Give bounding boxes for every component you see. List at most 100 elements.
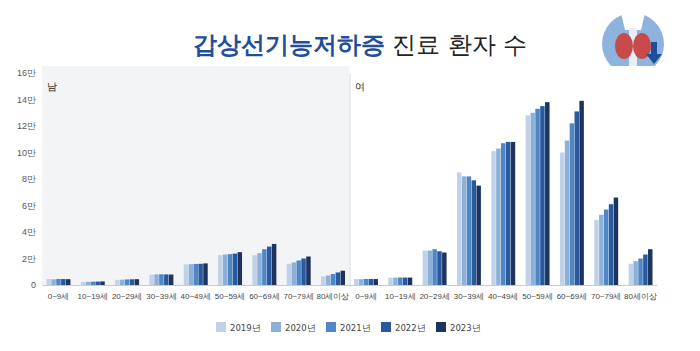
bar [61,279,65,285]
bar-series [369,106,648,285]
bar [369,279,373,285]
legend-label: 2022년 [395,323,426,333]
x-tick-label: 30~39세 [454,292,484,301]
bar [169,275,173,285]
bar [432,249,436,285]
bar [95,282,99,285]
bar [511,142,515,285]
x-tick-label: 10~19세 [385,292,415,301]
legend-swatch [216,322,226,332]
bar [125,279,129,285]
bar [306,257,310,285]
bar-series [364,109,643,285]
bar [570,123,574,285]
icon [602,13,664,75]
x-tick: 50~59세 [215,285,245,301]
y-tick-label: 10만 [17,148,36,158]
legend-label: 2020년 [285,323,316,333]
bar [47,279,51,285]
x-tick-label: 50~59세 [215,292,245,301]
x-tick: 40~49세 [181,285,211,301]
y-tick-label: 8만 [22,174,36,184]
legend-item: 2023년 [436,322,481,333]
bar [638,259,642,286]
bar [604,209,608,285]
x-tick: 10~19세 [78,285,108,301]
icon-neck [621,13,645,30]
y-axis-line [42,74,43,286]
bar [238,252,242,285]
bar [198,264,202,285]
bar [565,141,569,285]
bar [272,244,276,285]
bars [47,244,345,285]
y-tick-label: 0 [31,280,36,290]
bar [496,149,500,285]
x-axis: 0~9세 10~19세 20~29세 30~39세 40~49세 50~59세 60~69세… [43,285,351,301]
y-tick: 16만 [17,68,42,78]
x-tick-label: 40~49세 [488,292,518,301]
bar [609,204,613,285]
chart-svg: 갑상선기능저하증 진료 환자 수02만4만6만8만10만12만14만16만0~9… [0,0,700,351]
x-tick: 0~9세 [355,285,377,301]
x-tick: 10~19세 [385,285,415,301]
bar [86,282,90,285]
panel: 02만4만6만8만10만12만14만16만0~9세10~19세20~29세30~… [17,66,350,301]
bar [120,280,124,285]
bar [530,113,534,285]
y-tick: 2만 [22,254,42,264]
y-tick: 12만 [17,121,42,131]
bar-series [66,244,345,285]
bar [648,249,652,285]
x-tick: 60~69세 [557,285,587,301]
bar [437,251,441,285]
icon-circle [602,13,664,75]
x-tick: 30~39세 [146,285,176,301]
bar-series [56,249,335,285]
bar [51,279,55,285]
bar [643,255,647,285]
x-tick-label: 20~29세 [112,292,142,301]
x-tick: 40~49세 [488,285,518,301]
panel-title: 여 [355,81,365,92]
bar [233,254,237,285]
panel-title: 남 [47,81,57,92]
bar [575,111,579,285]
legend-item: 2020년 [271,322,316,333]
x-tick: 0~9세 [48,285,70,301]
bar [599,215,603,285]
y-tick: 4만 [22,227,42,237]
panel: 0~9세10~19세20~29세30~39세40~49세50~59세60~69세… [350,66,658,301]
bar [296,260,300,285]
y-tick: 8만 [22,174,42,184]
bar [373,279,377,285]
bar [423,251,427,285]
bar [476,186,480,285]
y-tick-label: 16만 [17,68,36,78]
bar [462,176,466,285]
bar [56,279,60,285]
legend-label: 2021년 [340,323,371,333]
y-tick-label: 4만 [22,227,36,237]
legend-swatch [381,322,391,332]
bar [560,153,564,286]
bar [100,281,104,285]
legend-item: 2022년 [381,322,426,333]
bar [579,101,583,285]
bar [359,279,363,285]
bar [66,279,70,285]
x-tick: 30~39세 [454,285,484,301]
bar-series [51,253,330,285]
x-tick-label: 0~9세 [355,292,377,301]
y-tick: 0 [31,280,42,290]
x-tick-label: 20~29세 [419,292,449,301]
bar [364,279,368,285]
bar [633,261,637,285]
x-tick-label: 60~69세 [557,292,587,301]
bar [442,253,446,285]
legend-item: 2021년 [326,322,371,333]
bar [457,172,461,285]
x-tick-label: 60~69세 [249,292,279,301]
bar-series [354,115,633,285]
panel-background [350,66,658,285]
